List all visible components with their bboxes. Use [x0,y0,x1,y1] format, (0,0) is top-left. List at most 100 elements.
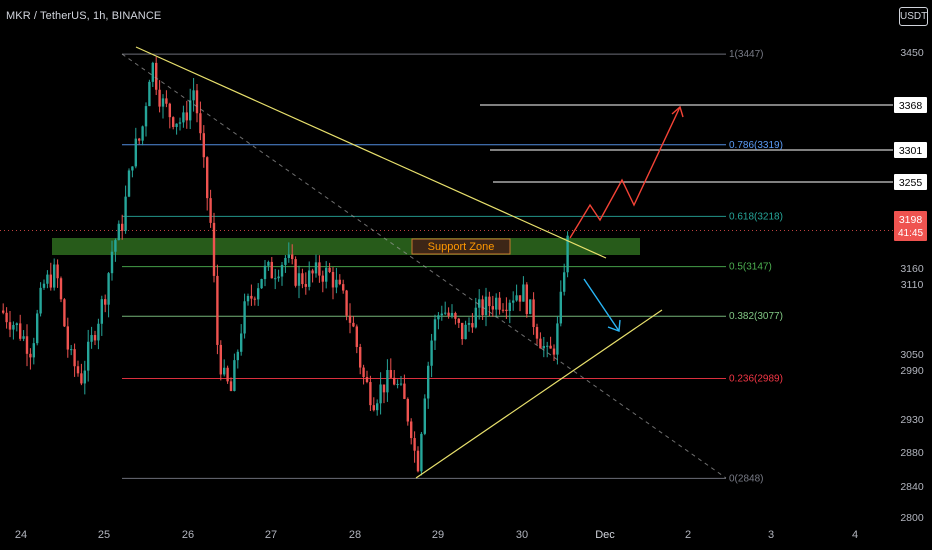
candle-body-49 [168,103,171,118]
x-tick-29: 29 [432,529,444,541]
candle-body-102 [348,315,352,323]
y-tick-2990: 2990 [900,365,924,377]
candle-body-57 [195,90,199,114]
candle-body-149 [508,302,511,312]
candle-body-108 [369,382,372,406]
candle-body-95 [325,267,328,282]
candle-body-146 [498,297,501,310]
x-tick-2: 2 [685,529,691,541]
fib-label-5: 0.236(2989) [729,374,783,385]
price-badge-text-3368: 3368 [899,100,923,112]
price-badge-3368 [894,97,927,113]
candle-body-69 [236,351,239,361]
candle-body-19 [66,326,69,350]
candle-body-27 [93,335,97,341]
candle-body-100 [342,284,345,291]
candle-body-103 [352,322,355,327]
candle-body-106 [362,367,365,377]
y-tick-2840: 2840 [900,481,924,493]
candle-body-54 [185,112,188,121]
candle-body-33 [114,240,117,252]
candle-body-89 [304,284,307,287]
x-tick-30: 30 [516,529,528,541]
candle-body-28 [97,323,100,341]
candle-body-138 [471,323,474,328]
candle-body-97 [331,271,335,288]
candle-body-63 [216,275,219,345]
current-price-value: 3198 [899,214,923,226]
y-tick-3450: 3450 [900,47,924,59]
candle-body-13 [46,274,49,284]
price-badge-3255 [894,174,927,190]
candle-body-164 [559,291,562,324]
candle-body-70 [240,333,243,352]
candle-body-74 [253,298,256,300]
candle-body-6 [22,336,25,339]
candle-body-155 [529,299,532,314]
candle-body-99 [338,279,341,285]
candle-body-43 [148,81,151,107]
candle-body-58 [199,113,202,134]
candle-body-157 [535,327,539,339]
currency-button[interactable]: USDT [899,7,928,26]
candle-body-109 [372,405,375,411]
candles [2,56,569,476]
candle-body-90 [308,270,311,287]
x-tick-26: 26 [182,529,194,541]
candle-body-166 [566,235,569,273]
candle-body-40 [138,138,141,141]
candle-body-9 [32,343,35,358]
candle-body-91 [311,270,314,274]
candle-body-67 [229,381,233,391]
candle-body-64 [219,344,222,375]
candle-body-140 [478,299,481,308]
candle-body-107 [365,376,369,383]
candle-body-88 [301,273,304,285]
candle-body-56 [192,90,195,101]
support-zone-label: Support Zone [428,241,495,253]
candle-body-14 [49,274,52,288]
candle-body-1 [5,312,8,323]
candle-body-156 [532,299,535,328]
candle-body-159 [542,346,545,349]
candle-body-26 [90,335,93,342]
ascending-trendline [415,309,663,479]
candle-body-51 [175,123,178,127]
candle-body-32 [110,251,114,274]
candle-body-62 [212,222,216,276]
candle-body-136 [464,324,467,340]
candle-body-152 [518,295,522,302]
candle-body-2 [8,322,12,330]
candle-body-105 [359,346,362,368]
candle-body-150 [512,300,515,303]
candle-body-60 [206,157,209,199]
candle-body-148 [505,309,508,312]
candle-body-82 [280,264,284,277]
candle-body-48 [165,98,168,104]
candle-body-73 [250,295,253,299]
x-tick-Dec: Dec [595,529,615,541]
candle-body-132 [450,312,454,316]
candle-body-147 [501,309,505,311]
candle-body-30 [104,299,107,305]
candle-body-61 [209,198,212,223]
candle-body-18 [63,299,66,327]
candle-body-15 [53,264,56,288]
candle-body-165 [563,272,566,292]
candle-body-52 [178,122,182,124]
candle-body-5 [19,323,22,339]
candle-body-114 [389,370,392,378]
candle-body-94 [321,275,324,282]
fib-label-2: 0.618(3218) [729,211,783,222]
candle-body-104 [355,326,358,347]
candle-body-131 [447,312,450,316]
fib-label-4: 0.382(3077) [729,311,783,322]
candle-body-101 [345,290,348,316]
bullish-arrowhead [671,105,684,118]
current-price-badge [894,211,927,241]
candle-body-137 [467,323,471,325]
candle-body-68 [233,360,236,391]
fib-label-1: 0.786(3319) [729,140,783,151]
candle-body-151 [515,295,518,301]
